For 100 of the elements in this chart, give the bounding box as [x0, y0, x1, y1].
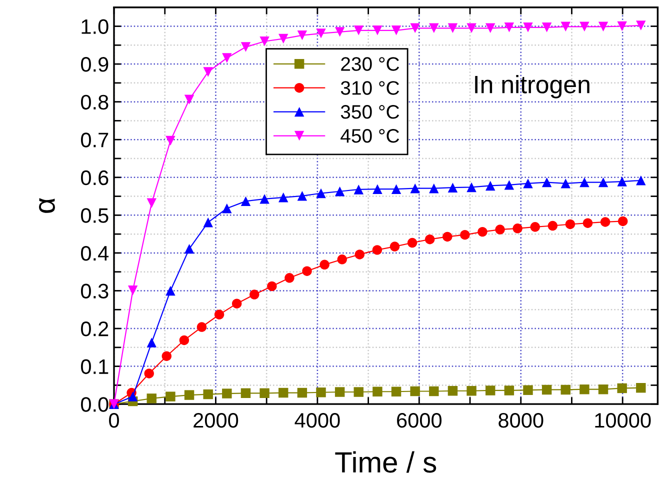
point: [334, 27, 345, 37]
y-axis-title: α: [38, 198, 55, 213]
point: [391, 184, 402, 194]
point: [504, 386, 514, 396]
point: [542, 177, 552, 188]
point: [203, 389, 213, 400]
point: [391, 386, 402, 396]
point: [466, 23, 476, 34]
y-tick-label: 0.7: [81, 132, 108, 148]
point: [372, 245, 382, 255]
point: [580, 22, 590, 32]
point: [542, 384, 552, 395]
point: [530, 222, 540, 232]
point: [240, 42, 251, 52]
point: [146, 394, 157, 404]
point: [636, 20, 646, 30]
point: [600, 217, 610, 227]
point: [297, 191, 308, 201]
point: [448, 182, 458, 192]
x-tick-label: 6000: [397, 412, 442, 428]
point: [582, 218, 593, 228]
y-tick-label: 0.9: [81, 57, 108, 72]
y-tick-label: 0.1: [81, 359, 108, 374]
point: [232, 298, 242, 308]
point: [560, 22, 570, 32]
point: [222, 53, 232, 63]
point: [429, 183, 439, 194]
point: [316, 188, 326, 198]
point: [580, 384, 590, 394]
point: [448, 23, 458, 34]
point: [278, 192, 288, 202]
point: [144, 368, 154, 378]
point: [598, 177, 608, 188]
point: [504, 22, 514, 32]
point: [636, 382, 646, 393]
point: [278, 34, 288, 44]
point: [618, 216, 628, 226]
point: [617, 21, 627, 32]
point: [560, 384, 570, 395]
point: [372, 184, 382, 194]
point: [334, 387, 345, 397]
point: [560, 178, 570, 188]
point: [334, 186, 345, 196]
y-tick-label: 1.0: [82, 19, 108, 34]
x-tick-label: 4000: [294, 412, 340, 428]
y-tick-label: 0.5: [81, 208, 108, 223]
y-tick-label: 0.0: [81, 397, 108, 412]
point: [320, 260, 330, 270]
point: [504, 180, 514, 190]
point: [580, 177, 590, 188]
point: [410, 183, 420, 194]
point: [598, 384, 608, 394]
annotation: In nitrogen: [475, 75, 590, 98]
point: [166, 286, 176, 296]
point: [184, 94, 194, 104]
point: [278, 388, 288, 398]
point: [485, 386, 496, 396]
legend-label: 310 °C: [340, 81, 400, 95]
point: [548, 220, 558, 231]
point: [203, 217, 213, 228]
point: [636, 176, 646, 186]
point: [240, 388, 251, 398]
point: [222, 204, 232, 214]
point: [184, 390, 194, 400]
point: [260, 194, 270, 204]
point: [316, 28, 326, 38]
point: [485, 180, 496, 191]
point: [222, 388, 232, 398]
point: [250, 290, 260, 300]
point: [284, 273, 294, 283]
y-tick-label: 0.2: [81, 322, 108, 336]
point: [354, 184, 364, 194]
point: [495, 224, 505, 234]
point: [146, 338, 157, 348]
point: [442, 232, 452, 242]
point: [512, 224, 522, 234]
x-axis-title: Time / s: [335, 451, 436, 473]
point: [372, 26, 382, 36]
point: [391, 26, 402, 36]
point: [297, 388, 308, 398]
point: [166, 392, 176, 402]
legend-label: 450 °C: [340, 128, 400, 143]
point: [410, 386, 420, 396]
x-tick-label: 2000: [194, 412, 238, 428]
point: [372, 386, 382, 396]
point: [267, 281, 277, 292]
x-tick-label: 10000: [595, 412, 651, 428]
point: [429, 386, 439, 396]
point: [240, 196, 251, 206]
point: [523, 385, 533, 395]
point: [354, 26, 364, 36]
y-tick-label: 0.6: [81, 170, 108, 186]
point: [354, 387, 364, 397]
point: [354, 250, 365, 260]
point: [523, 22, 533, 32]
point: [184, 244, 194, 254]
point: [260, 388, 270, 398]
point: [166, 136, 176, 146]
point: [196, 322, 207, 332]
point: [617, 383, 627, 394]
